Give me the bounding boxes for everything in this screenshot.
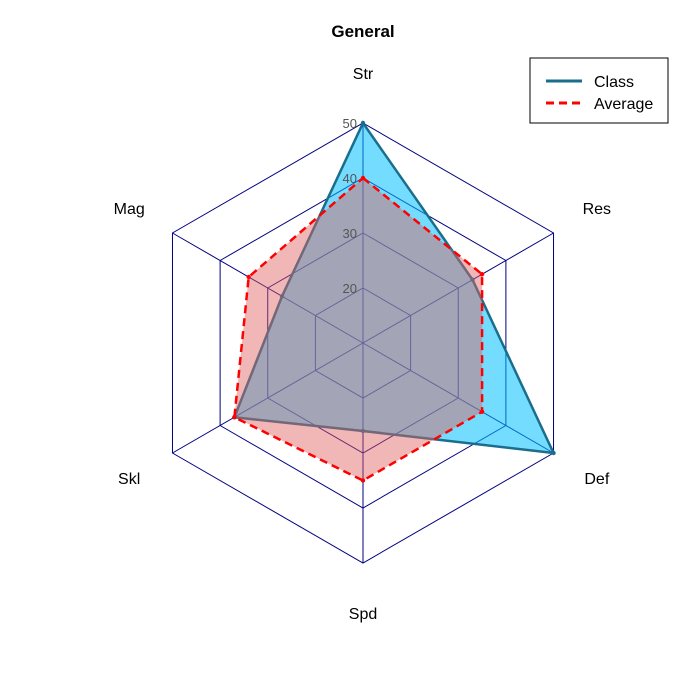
series-average-point	[360, 478, 366, 483]
axis-label-skl: Skl	[118, 471, 140, 488]
legend-box	[529, 57, 669, 124]
series-class-point	[470, 277, 475, 282]
tick-label: 50	[343, 116, 357, 131]
series-average-point	[360, 175, 366, 181]
tick-label: 20	[343, 281, 357, 296]
series-class-point	[360, 428, 366, 434]
axis-label-spd: Spd	[349, 606, 377, 623]
series-average-point	[246, 274, 251, 280]
legend-label-average: Average	[594, 96, 653, 113]
series-average-point	[479, 272, 485, 277]
radar-tick-labels: 20 30 40 50	[343, 116, 357, 296]
axis-label-str: Str	[353, 66, 374, 83]
tick-label: 40	[343, 171, 357, 186]
legend: Class Average	[529, 57, 669, 124]
series-class-point	[360, 120, 366, 126]
axis-label-res: Res	[583, 201, 611, 218]
chart-title: General	[331, 22, 394, 41]
axis-label-def: Def	[584, 471, 609, 488]
tick-label: 30	[343, 226, 357, 241]
series-average-point	[479, 409, 485, 414]
radar-series	[232, 120, 556, 483]
series-average-polygon	[233, 176, 484, 482]
radar-axis-labels: Str Res Def Spd Skl Mag	[114, 66, 611, 623]
legend-label-class: Class	[594, 74, 634, 91]
series-class-point	[551, 450, 556, 456]
series-average-point	[232, 415, 237, 420]
axis-label-mag: Mag	[114, 201, 145, 218]
series-class-point	[279, 294, 285, 299]
